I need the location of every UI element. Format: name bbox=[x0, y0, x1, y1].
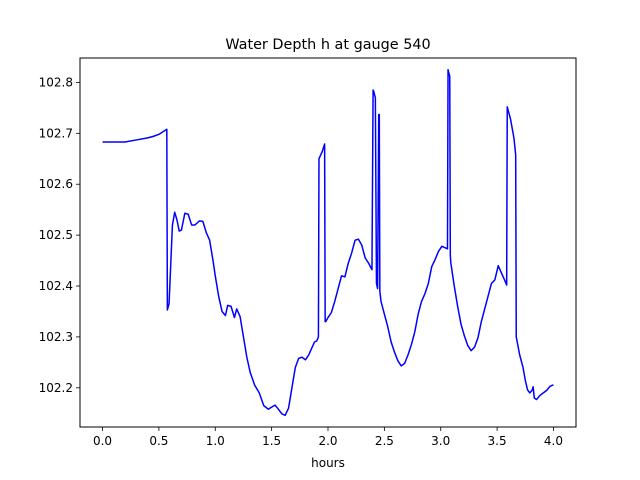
x-tick-label: 1.0 bbox=[206, 434, 225, 448]
x-tick-label: 0.5 bbox=[149, 434, 168, 448]
series-line bbox=[102, 68, 554, 417]
x-tick-label: 1.5 bbox=[262, 434, 281, 448]
x-tick-label: 4.0 bbox=[544, 434, 563, 448]
y-tick-label: 102.5 bbox=[39, 228, 73, 242]
y-tick-label: 102.6 bbox=[39, 177, 73, 191]
y-tick-label: 102.3 bbox=[39, 330, 73, 344]
x-tick-label: 3.0 bbox=[431, 434, 450, 448]
y-tick-label: 102.8 bbox=[39, 75, 73, 89]
chart-title: Water Depth h at gauge 540 bbox=[225, 37, 430, 53]
x-axis-label: hours bbox=[311, 456, 345, 470]
x-tick-label: 2.0 bbox=[318, 434, 337, 448]
x-tick-label: 0.0 bbox=[93, 434, 112, 448]
y-tick-label: 102.2 bbox=[39, 381, 73, 395]
y-tick-label: 102.4 bbox=[39, 279, 73, 293]
x-axis-ticks: 0.0 0.5 1.0 1.5 2.0 2.5 3.0 3.5 4.0 bbox=[93, 427, 563, 448]
y-tick-label: 102.7 bbox=[39, 126, 73, 140]
series-group bbox=[102, 68, 554, 417]
x-tick-label: 2.5 bbox=[375, 434, 394, 448]
x-tick-label: 3.5 bbox=[488, 434, 507, 448]
y-axis-ticks: 102.2 102.3 102.4 102.5 102.6 102.7 102.8 bbox=[39, 75, 80, 395]
